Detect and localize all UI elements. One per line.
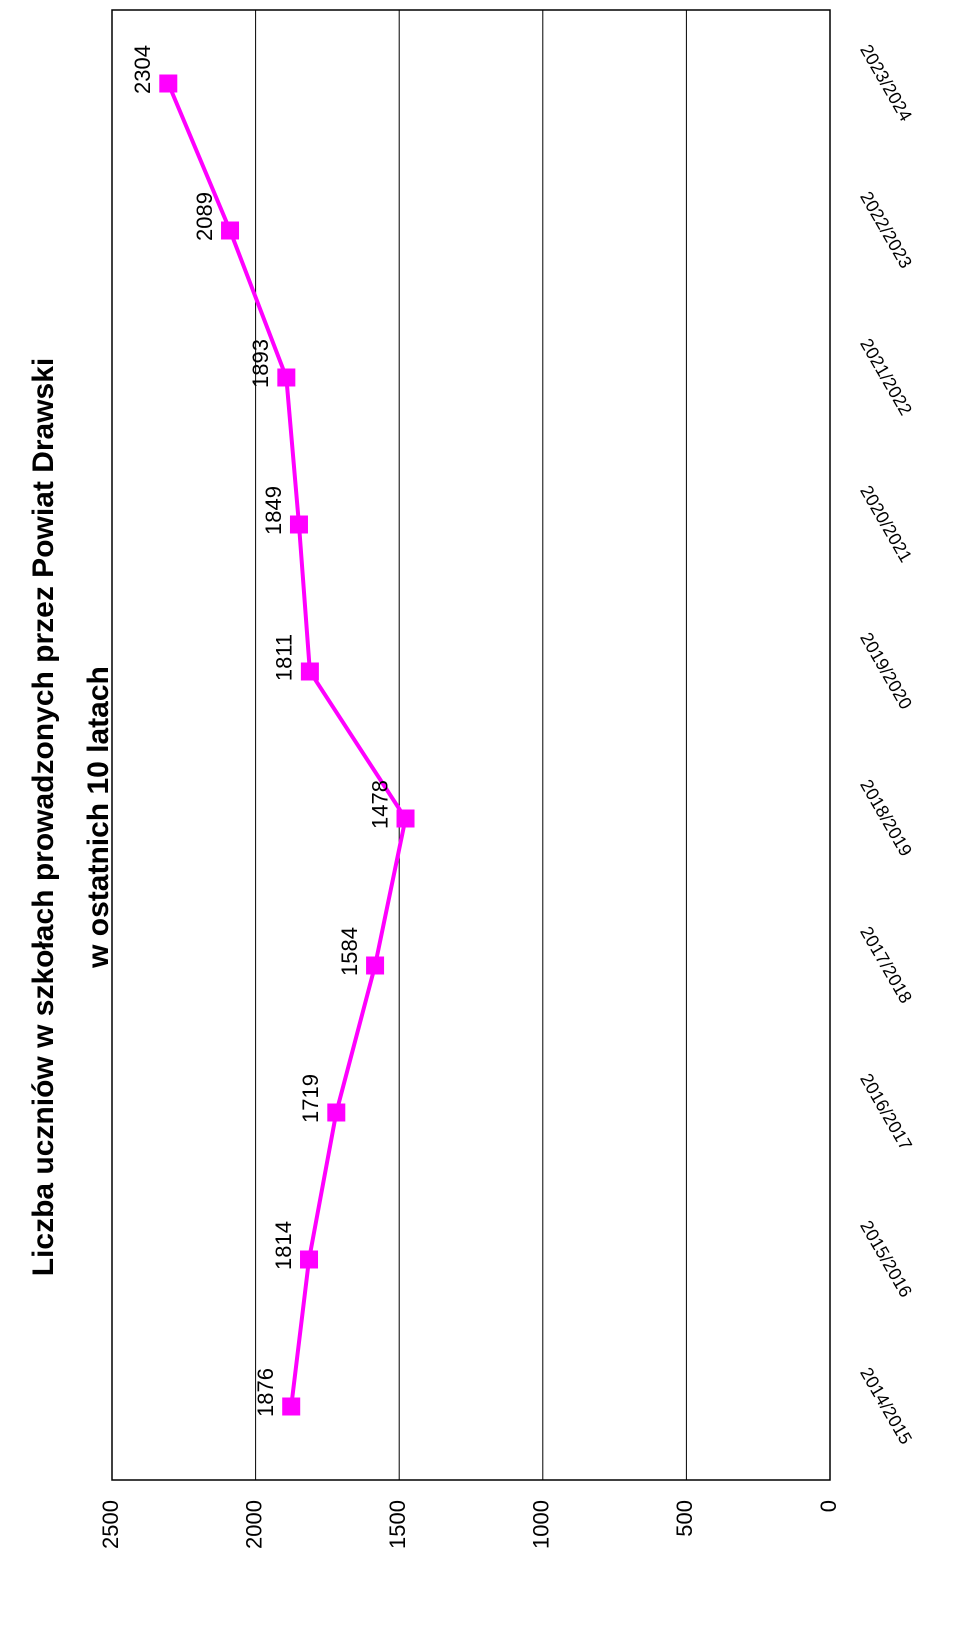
x-tick-label: 2015/2016 <box>856 1217 916 1301</box>
data-label: 1811 <box>272 634 297 681</box>
y-tick-label: 500 <box>672 1500 697 1537</box>
data-label: 1719 <box>298 1074 323 1123</box>
data-point <box>277 368 296 387</box>
data-label: 1478 <box>367 780 392 829</box>
x-tick-label: 2016/2017 <box>856 1070 916 1154</box>
data-point <box>396 809 415 828</box>
data-label: 1584 <box>337 927 362 976</box>
data-label: 1814 <box>271 1221 296 1270</box>
x-tick-label: 2020/2021 <box>856 482 916 566</box>
data-point <box>300 1250 319 1269</box>
data-point <box>282 1397 301 1416</box>
x-tick-label: 2014/2015 <box>856 1364 916 1448</box>
x-tick-label: 2017/2018 <box>856 923 916 1007</box>
x-tick-label: 2019/2020 <box>856 629 916 713</box>
data-point <box>159 74 178 93</box>
x-tick-label: 2022/2023 <box>856 188 916 272</box>
x-tick-label: 2018/2019 <box>856 776 916 860</box>
data-point <box>366 956 385 975</box>
data-label: 1876 <box>253 1368 278 1417</box>
data-point <box>289 515 308 534</box>
data-label: 1849 <box>261 486 286 535</box>
chart-title: Liczba uczniów w szkołach prowadzonych p… <box>27 358 60 1277</box>
x-tick-label: 2023/2024 <box>856 41 916 125</box>
data-point <box>300 662 319 681</box>
plot-border <box>111 9 831 1481</box>
data-point <box>221 221 240 240</box>
data-label: 2089 <box>192 192 217 241</box>
y-tick-label: 0 <box>816 1500 841 1512</box>
y-tick-label: 2500 <box>98 1500 123 1549</box>
data-point <box>327 1103 346 1122</box>
data-label: 2304 <box>130 45 155 94</box>
y-tick-label: 1500 <box>385 1500 410 1549</box>
x-tick-label: 2021/2022 <box>856 335 916 419</box>
y-tick-label: 2000 <box>241 1500 266 1549</box>
data-line <box>166 82 408 1407</box>
chart-body: Liczba uczniów w szkołach prowadzonych p… <box>27 9 916 1549</box>
y-tick-label: 1000 <box>529 1500 554 1549</box>
data-label: 1893 <box>248 339 273 388</box>
chart-subtitle: w ostatnich 10 latach <box>82 666 115 969</box>
